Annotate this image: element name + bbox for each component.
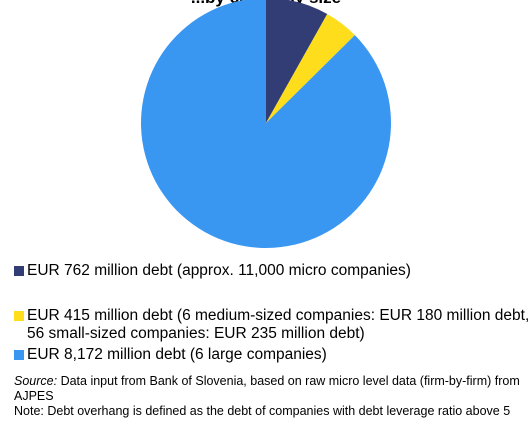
definition-note: Note: Debt overhang is defined as the de… bbox=[14, 404, 511, 418]
legend-swatch-medium-small bbox=[14, 311, 24, 321]
legend-label-micro: EUR 762 million debt (approx. 11,000 mic… bbox=[27, 262, 411, 279]
legend-item-micro: EUR 762 million debt (approx. 11,000 mic… bbox=[14, 262, 411, 280]
pie-chart bbox=[141, 0, 391, 248]
chart-notes: Source: Data input from Bank of Slovenia… bbox=[14, 374, 524, 419]
legend-label-large: EUR 8,172 million debt (6 large companie… bbox=[27, 346, 327, 363]
source-note: Source: Data input from Bank of Slovenia… bbox=[14, 374, 524, 404]
legend-swatch-large bbox=[14, 350, 24, 360]
legend-item-medium-small: EUR 415 million debt (6 medium-sized com… bbox=[14, 307, 532, 343]
legend-swatch-micro bbox=[14, 266, 24, 276]
legend-item-large: EUR 8,172 million debt (6 large companie… bbox=[14, 346, 327, 364]
legend-label-medium-small: EUR 415 million debt (6 medium-sized com… bbox=[27, 307, 530, 342]
pie-slice-micro bbox=[266, 0, 328, 123]
pie-slice-large bbox=[141, 0, 391, 248]
source-label: Source: bbox=[14, 374, 58, 388]
pie-slice-medium-small bbox=[266, 14, 355, 123]
source-text: Data input from Bank of Slovenia, based … bbox=[14, 374, 520, 403]
